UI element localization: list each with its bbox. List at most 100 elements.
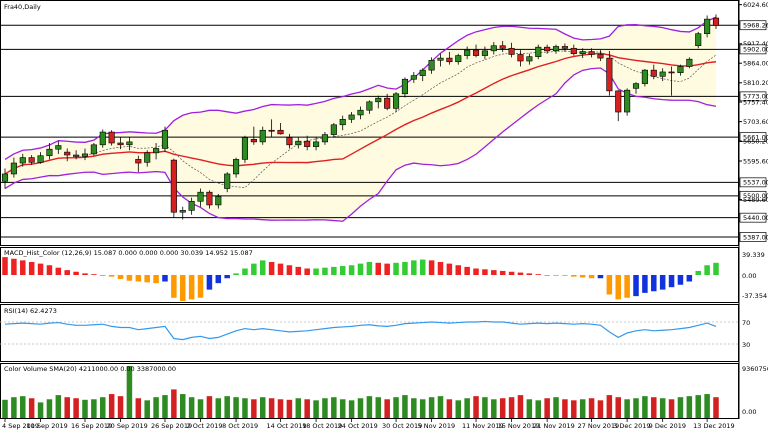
candle[interactable] bbox=[55, 145, 62, 150]
macd-bar bbox=[633, 275, 639, 297]
volume-bar bbox=[499, 398, 506, 418]
candle[interactable] bbox=[597, 54, 604, 59]
candle[interactable] bbox=[446, 57, 453, 63]
candle[interactable] bbox=[552, 46, 560, 52]
candle[interactable] bbox=[179, 210, 186, 213]
candle[interactable] bbox=[464, 49, 471, 56]
candle[interactable] bbox=[108, 131, 115, 144]
candle[interactable] bbox=[481, 50, 488, 56]
candle[interactable] bbox=[277, 129, 284, 135]
candle[interactable] bbox=[695, 33, 702, 47]
volume-bar bbox=[215, 398, 222, 418]
candle[interactable] bbox=[117, 142, 124, 146]
price-level-label: 5902.00 bbox=[743, 46, 768, 54]
candle[interactable] bbox=[606, 57, 613, 92]
candle[interactable] bbox=[392, 93, 400, 109]
candle[interactable] bbox=[632, 83, 640, 89]
candle[interactable] bbox=[321, 134, 329, 143]
candle[interactable] bbox=[641, 69, 648, 84]
candle[interactable] bbox=[135, 159, 142, 164]
candle[interactable] bbox=[686, 58, 693, 67]
candle[interactable] bbox=[46, 148, 53, 157]
candle[interactable] bbox=[588, 51, 595, 55]
candle[interactable] bbox=[215, 196, 222, 206]
candle[interactable] bbox=[250, 139, 257, 143]
candle[interactable] bbox=[153, 148, 160, 154]
candle[interactable] bbox=[544, 46, 551, 52]
candle[interactable] bbox=[419, 69, 426, 76]
candle[interactable] bbox=[410, 75, 417, 80]
candle[interactable] bbox=[455, 55, 462, 63]
candle[interactable] bbox=[499, 45, 506, 49]
candle[interactable] bbox=[206, 191, 213, 206]
candle[interactable] bbox=[517, 54, 524, 62]
candle[interactable] bbox=[677, 66, 684, 73]
candle[interactable] bbox=[144, 152, 151, 163]
candle[interactable] bbox=[615, 90, 622, 113]
volume-bar bbox=[455, 400, 462, 418]
candle[interactable] bbox=[233, 159, 240, 175]
candle[interactable] bbox=[624, 89, 631, 113]
candle[interactable] bbox=[535, 46, 542, 57]
price-level-label: 5595.60 bbox=[743, 157, 768, 165]
candle[interactable] bbox=[437, 57, 444, 61]
candle[interactable] bbox=[81, 153, 89, 157]
macd-bar bbox=[571, 275, 577, 277]
candle[interactable] bbox=[384, 97, 391, 109]
level-label-box bbox=[739, 91, 767, 102]
candle[interactable] bbox=[224, 173, 231, 189]
candle[interactable] bbox=[268, 129, 275, 132]
candle[interactable] bbox=[704, 18, 711, 34]
price-level-label: 5968.26 bbox=[743, 22, 768, 30]
price-level-label: 5917.40 bbox=[743, 40, 768, 48]
candle[interactable] bbox=[286, 137, 293, 146]
candle[interactable] bbox=[99, 131, 106, 146]
candle[interactable] bbox=[712, 17, 720, 26]
candle[interactable] bbox=[570, 47, 577, 55]
candle[interactable] bbox=[19, 157, 26, 164]
candle[interactable] bbox=[339, 119, 346, 126]
candle[interactable] bbox=[161, 129, 169, 149]
candle[interactable] bbox=[401, 78, 408, 95]
volume-bar bbox=[446, 399, 453, 418]
candle[interactable] bbox=[366, 101, 373, 111]
candle[interactable] bbox=[428, 59, 435, 71]
candle[interactable] bbox=[241, 137, 249, 160]
candle[interactable] bbox=[579, 51, 586, 55]
candle[interactable] bbox=[659, 71, 666, 77]
candle[interactable] bbox=[37, 155, 44, 163]
candle[interactable] bbox=[259, 129, 266, 143]
candle[interactable] bbox=[561, 46, 568, 49]
candle[interactable] bbox=[188, 200, 195, 211]
candle[interactable] bbox=[64, 151, 71, 156]
candle[interactable] bbox=[508, 47, 515, 55]
macd-bar bbox=[233, 273, 239, 275]
candle[interactable] bbox=[330, 124, 337, 135]
candle[interactable] bbox=[650, 69, 657, 77]
candle[interactable] bbox=[126, 141, 133, 146]
candle[interactable] bbox=[526, 56, 533, 62]
candle[interactable] bbox=[490, 45, 497, 52]
date-label: 2 Oct 2019 bbox=[187, 422, 223, 430]
candle[interactable] bbox=[170, 159, 177, 213]
candle[interactable] bbox=[73, 154, 80, 157]
candle[interactable] bbox=[197, 191, 204, 202]
volume-bar bbox=[535, 400, 542, 418]
candle[interactable] bbox=[313, 141, 320, 147]
candle[interactable] bbox=[668, 71, 675, 74]
candle[interactable] bbox=[357, 109, 364, 116]
rsi-axis-30: 30 bbox=[742, 341, 750, 349]
candle[interactable] bbox=[375, 97, 382, 103]
candle[interactable] bbox=[295, 140, 302, 146]
candle[interactable] bbox=[28, 157, 35, 163]
candle[interactable] bbox=[90, 144, 97, 155]
candle[interactable] bbox=[304, 140, 311, 147]
candle[interactable] bbox=[1, 173, 9, 182]
candle[interactable] bbox=[10, 162, 17, 175]
candle[interactable] bbox=[348, 114, 355, 120]
macd-bar bbox=[171, 275, 177, 298]
volume-bar bbox=[11, 397, 17, 418]
ma-dotted bbox=[4, 50, 717, 188]
candle[interactable] bbox=[472, 49, 480, 56]
